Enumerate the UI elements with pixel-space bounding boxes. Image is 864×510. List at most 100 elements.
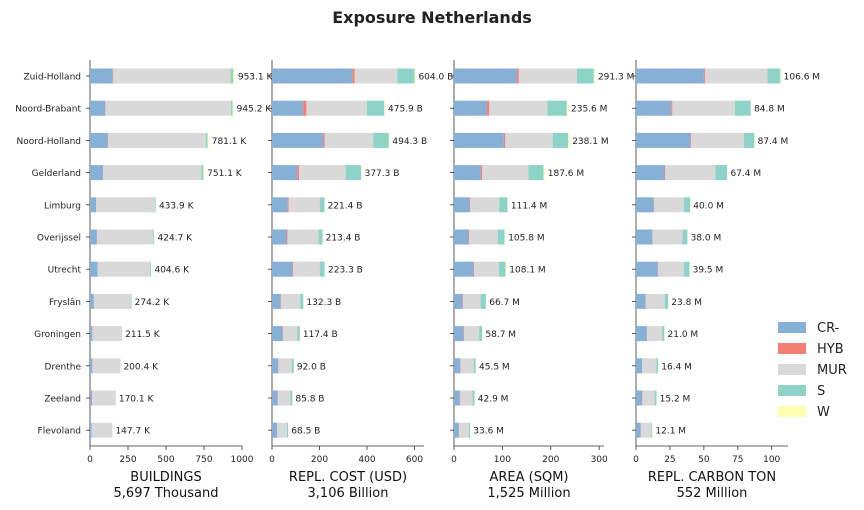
- bar-segment-mur: [91, 422, 113, 438]
- bar-segment-mur: [642, 390, 655, 406]
- bar-segment-cr: [454, 100, 487, 116]
- bar-segment-s: [480, 293, 486, 309]
- bar-total-label: 404.6 K: [154, 266, 190, 276]
- bar-total-label: 170.1 K: [119, 395, 155, 405]
- bar-segment-hyb: [690, 132, 692, 148]
- bar-segment-cr: [272, 326, 283, 342]
- bar-segment-cr: [454, 68, 517, 84]
- category-label: Overijssel: [37, 234, 81, 244]
- bar-segment-cr: [636, 132, 691, 148]
- bar-segment-s: [683, 197, 691, 213]
- bar-segment-cr: [272, 293, 281, 309]
- bar-segment-s: [744, 132, 755, 148]
- bar-segment-s: [297, 326, 300, 342]
- bar-total-label: 106.6 M: [784, 73, 820, 83]
- bar-total-label: 67.4 M: [730, 169, 761, 179]
- bar-total-label: 39.5 M: [693, 266, 724, 276]
- bar-total-label: 213.4 B: [326, 234, 361, 244]
- bar-segment-mur: [459, 422, 469, 438]
- bar-segment-mur: [107, 132, 206, 148]
- category-label: Drenthe: [45, 362, 82, 372]
- bar-segment-hyb: [486, 100, 490, 116]
- bar-segment-hyb: [516, 68, 519, 84]
- bar-total-label: 291.3 M: [598, 73, 634, 83]
- category-label: Zuid-Holland: [23, 73, 81, 83]
- bar-segment-s: [656, 358, 659, 374]
- x-tick-label: 0: [633, 455, 639, 465]
- legend-swatch: [778, 343, 806, 354]
- bar-segment-s: [290, 390, 293, 406]
- bar-total-label: 211.5 K: [125, 330, 161, 340]
- bar-segment-hyb: [286, 229, 288, 245]
- bar-segment-w: [566, 100, 568, 116]
- bar-segment-cr: [272, 165, 298, 181]
- category-label: Noord-Brabant: [15, 105, 81, 115]
- bar-segment-s: [473, 358, 476, 374]
- bar-segment-cr: [272, 422, 277, 438]
- bar-segment-mur: [464, 326, 480, 342]
- bar-segment-s: [153, 229, 155, 245]
- bar-segment-mur: [96, 197, 155, 213]
- bar-segment-cr: [636, 293, 646, 309]
- bar-total-label: 953.1 K: [238, 73, 274, 83]
- bar-segment-cr: [636, 197, 654, 213]
- bar-total-label: 40.0 M: [693, 201, 724, 211]
- legend: CR- HYB MUR SW: [778, 321, 847, 420]
- category-label: Gelderland: [32, 169, 81, 179]
- bar-total-label: 494.3 B: [392, 137, 427, 147]
- bar-segment-cr: [636, 100, 672, 116]
- x-tick-label: 100: [763, 455, 780, 465]
- bar-segment-cr: [454, 261, 474, 277]
- bar-segment-cr: [454, 326, 464, 342]
- bar-segment-mur: [306, 100, 367, 116]
- bar-segment-s: [150, 261, 152, 277]
- x-tick-label: 200: [311, 455, 328, 465]
- bar-segment-mur: [482, 165, 529, 181]
- bar-segment-cr: [272, 132, 324, 148]
- bar-total-label: 68.5 B: [291, 427, 320, 437]
- bar-segment-s: [528, 165, 544, 181]
- bar-segment-hyb: [468, 229, 470, 245]
- bar-segment-cr: [636, 68, 704, 84]
- bar-segment-s: [479, 326, 483, 342]
- x-axis-total: 1,525 Million: [487, 486, 570, 501]
- bar-segment-hyb: [503, 132, 506, 148]
- panel-2: 0 100 200 300 291.3 M 235.6 M 238.1 M 187.6 M 11…: [450, 60, 634, 501]
- bar-segment-mur: [470, 197, 500, 213]
- bar-total-label: 235.6 M: [571, 105, 607, 115]
- bar-segment-s: [715, 165, 728, 181]
- bar-segment-s: [497, 229, 505, 245]
- bar-segment-s: [654, 390, 657, 406]
- bar-segment-cr: [636, 261, 658, 277]
- bar-segment-s: [345, 165, 362, 181]
- bar-segment-cr: [90, 326, 93, 342]
- bar-segment-cr: [454, 358, 461, 374]
- legend-label: CR-: [817, 321, 840, 336]
- bar-segment-s: [547, 100, 567, 116]
- bar-segment-cr: [636, 326, 647, 342]
- bar-segment-s: [319, 197, 325, 213]
- bar-segment-w: [504, 229, 506, 245]
- bar-segment-mur: [113, 68, 231, 84]
- bar-segment-w: [384, 100, 386, 116]
- bar-segment-mur: [288, 197, 320, 213]
- bar-segment-s: [499, 197, 508, 213]
- bar-total-label: 111.4 M: [511, 201, 547, 211]
- bar-segment-hyb: [323, 132, 325, 148]
- bar-total-label: 42.9 M: [478, 395, 509, 405]
- bar-segment-cr: [90, 390, 92, 406]
- bar-segment-s: [367, 100, 385, 116]
- legend-swatch: [778, 406, 806, 417]
- bar-segment-cr: [454, 293, 463, 309]
- bar-segment-hyb: [469, 197, 471, 213]
- bar-segment-cr: [272, 197, 288, 213]
- bar-segment-mur: [489, 100, 548, 116]
- bar-segment-cr: [90, 293, 94, 309]
- bar-segment-cr: [272, 261, 293, 277]
- bar-total-label: 221.4 B: [328, 201, 363, 211]
- bar-segment-hyb: [703, 68, 705, 84]
- bar-total-label: 21.0 M: [668, 330, 699, 340]
- bar-segment-hyb: [664, 165, 666, 181]
- bar-segment-s: [300, 293, 304, 309]
